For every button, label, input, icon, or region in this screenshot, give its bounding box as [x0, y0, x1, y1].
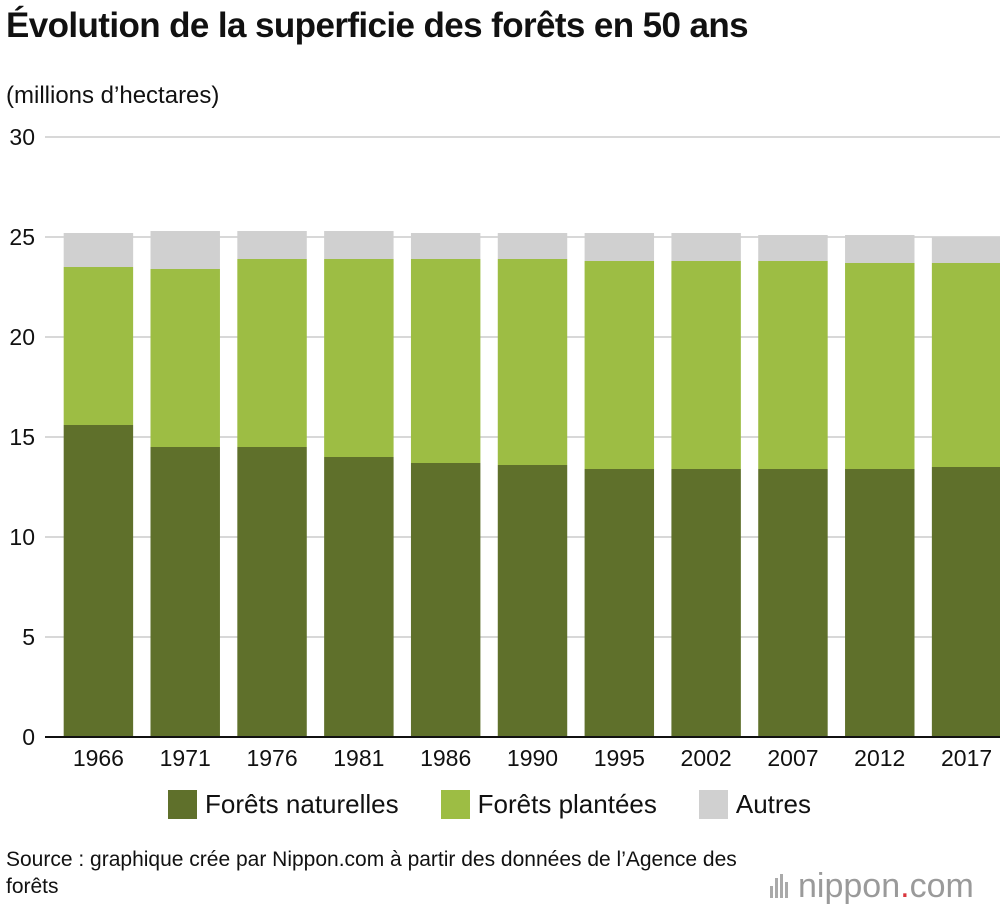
bar-segment-naturelles — [584, 469, 655, 737]
source-note: Source : graphique crée par Nippon.com à… — [6, 848, 737, 898]
legend-swatch-naturelles — [168, 789, 197, 819]
bar-segment-plantees — [150, 269, 220, 447]
y-tick-label: 15 — [9, 424, 35, 450]
bar-segment-plantees — [237, 259, 307, 447]
bar-segment-autres — [63, 233, 134, 267]
bar-segment-autres — [324, 231, 394, 259]
nippon-logo: nippon. com — [770, 866, 974, 906]
bar-segment-autres — [931, 237, 1000, 263]
y-axis-unit-label: (millions d’hectares) — [6, 82, 220, 109]
bar-segment-naturelles — [671, 469, 741, 737]
legend-swatch-plantees — [440, 789, 470, 819]
chart-title: Évolution de la superficie des forêts en… — [6, 6, 749, 45]
x-tick-label: 2007 — [767, 745, 818, 771]
x-tick-label: 1966 — [73, 745, 124, 771]
x-tick-label: 2012 — [854, 745, 905, 771]
stacked-bar-chart: 0 5 10 15 20 25 30 1966 1971 1976 1981 1986 1990 1995… — [9, 124, 1000, 771]
x-tick-label: 1990 — [507, 745, 558, 771]
x-tick-label: 1995 — [594, 745, 645, 771]
bar-segment-plantees — [497, 259, 568, 465]
legend-item-autres: Autres — [698, 788, 812, 820]
y-tick-label: 25 — [9, 224, 35, 250]
legend: Forêts naturelles Forêts plantées Autres — [168, 786, 853, 822]
legend-item-plantees: Forêts plantées — [440, 788, 657, 820]
logo-name: nippon — [798, 866, 901, 905]
bar-segment-naturelles — [410, 463, 481, 737]
logo-suffix: com — [909, 866, 974, 905]
y-tick-label: 10 — [9, 524, 35, 550]
bar-segment-plantees — [931, 263, 1000, 467]
bar-segment-naturelles — [63, 425, 134, 737]
bar-segment-autres — [410, 233, 481, 259]
bar-segment-autres — [584, 233, 655, 261]
y-tick-label: 5 — [22, 624, 35, 650]
bar-segment-plantees — [845, 263, 915, 469]
logo-dot: . — [900, 866, 910, 905]
bar-segment-naturelles — [497, 465, 568, 737]
legend-swatch-autres — [698, 789, 728, 819]
bar-segment-naturelles — [931, 467, 1000, 737]
x-tick-label: 1981 — [333, 745, 384, 771]
logo-bars-icon — [770, 874, 790, 898]
bar-segment-naturelles — [150, 447, 220, 737]
y-tick-label: 0 — [22, 724, 35, 750]
bar-segment-autres — [237, 231, 307, 259]
bar-segment-plantees — [671, 261, 741, 469]
x-tick-label: 2017 — [941, 745, 992, 771]
bar-segment-plantees — [758, 261, 828, 469]
legend-item-naturelles: Forêts naturelles — [168, 789, 399, 820]
legend-label-naturelles: Forêts naturelles — [205, 788, 399, 819]
bar-segment-plantees — [324, 259, 394, 457]
bar-segment-plantees — [584, 261, 655, 469]
bar-segment-plantees — [63, 267, 134, 425]
legend-label-plantees: Forêts plantées — [477, 788, 657, 819]
bar-segment-naturelles — [845, 469, 915, 737]
x-tick-label: 1976 — [246, 745, 297, 771]
x-tick-label: 2002 — [681, 745, 732, 771]
bar-segment-autres — [497, 233, 568, 259]
legend-label-autres: Autres — [735, 788, 812, 819]
y-tick-label: 30 — [9, 124, 35, 150]
x-tick-label: 1971 — [160, 745, 211, 771]
bar-segment-plantees — [410, 259, 481, 463]
y-tick-label: 20 — [9, 324, 35, 350]
bar-segment-naturelles — [324, 457, 394, 737]
bar-segment-autres — [758, 235, 828, 261]
bar-segment-naturelles — [758, 469, 828, 737]
bar-segment-autres — [845, 235, 915, 263]
bar-segment-naturelles — [237, 447, 307, 737]
x-tick-label: 1986 — [420, 745, 471, 771]
bar-segment-autres — [150, 231, 220, 269]
bar-segment-autres — [671, 233, 741, 261]
